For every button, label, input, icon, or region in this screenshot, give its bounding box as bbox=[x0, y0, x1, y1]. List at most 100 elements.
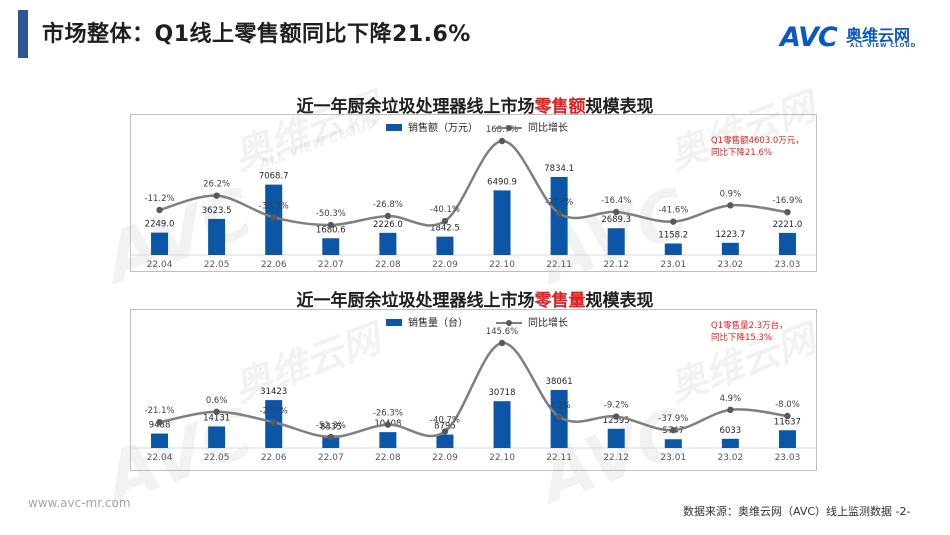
growth-point-22.08 bbox=[384, 212, 392, 220]
growth-point-22.06 bbox=[270, 214, 277, 221]
growth-point-22.11 bbox=[555, 210, 563, 217]
legend-bar-label: 销售额（万元） bbox=[408, 121, 478, 134]
growth-value-label: -41.6% bbox=[658, 206, 688, 216]
bar-22.07 bbox=[322, 435, 340, 448]
bar-22.12 bbox=[607, 428, 625, 448]
bar-value-label: 2249.0 bbox=[145, 220, 175, 230]
x-tick-label: 22.08 bbox=[375, 453, 401, 463]
summary-note-line: 同比下降21.6% bbox=[711, 147, 772, 158]
growth-value-label: 168.7% bbox=[486, 125, 518, 135]
bar-value-label: 7834.1 bbox=[544, 164, 574, 174]
growth-value-label: 145.6% bbox=[486, 327, 518, 337]
x-tick-label: 22.04 bbox=[147, 260, 173, 270]
bar-23.01 bbox=[664, 243, 682, 255]
growth-value-label: -52.3% bbox=[316, 421, 346, 431]
bar-23.02 bbox=[721, 242, 739, 255]
x-tick-label: 22.09 bbox=[432, 453, 458, 463]
x-tick-label: 22.07 bbox=[318, 453, 344, 463]
summary-note-line: Q1零售量2.3万台， bbox=[711, 320, 788, 331]
chart-1-title: 近一年厨余垃圾处理器线上市场零售额规模表现 bbox=[296, 97, 654, 117]
growth-point-22.05 bbox=[213, 192, 220, 199]
chart-2-plot: 948822.041413122.053142322.06833522.0710… bbox=[131, 316, 816, 463]
x-tick-label: 22.08 bbox=[375, 260, 401, 270]
legend-bar-swatch bbox=[386, 124, 402, 131]
bar-22.05 bbox=[208, 426, 226, 448]
growth-value-label: 4.9% bbox=[720, 394, 742, 404]
legend-line-label: 同比增长 bbox=[528, 121, 568, 134]
growth-point-22.04 bbox=[156, 418, 163, 426]
growth-value-label: -26.3% bbox=[373, 409, 403, 419]
growth-value-label: 0.9% bbox=[720, 189, 742, 199]
growth-value-label: -16.9% bbox=[772, 196, 802, 206]
website-url: www.avc-mr.com bbox=[28, 496, 131, 510]
growth-point-23.02 bbox=[727, 406, 734, 414]
growth-value-label: -37.9% bbox=[658, 414, 688, 424]
x-tick-label: 22.10 bbox=[489, 260, 515, 270]
x-tick-label: 22.05 bbox=[204, 260, 230, 270]
bar-value-label: 38061 bbox=[546, 377, 573, 387]
bar-value-label: 8795 bbox=[434, 422, 456, 432]
growth-point-22.07 bbox=[327, 433, 334, 441]
logo-english-name: ALL VIEW CLOUD bbox=[850, 43, 917, 49]
growth-point-22.07 bbox=[327, 221, 334, 229]
bar-value-label: 30718 bbox=[489, 388, 516, 398]
summary-note-line: 同比下降15.3% bbox=[711, 332, 772, 343]
chart-1-panel: 2249.0 22.04 3623.5 22.05 7068.7 22.06 1680.6 2… bbox=[130, 114, 817, 272]
x-tick-label: 23.03 bbox=[775, 260, 801, 270]
growth-point-22.08 bbox=[384, 421, 392, 428]
bar-value-label: 1158.2 bbox=[658, 230, 688, 240]
growth-line bbox=[159, 139, 788, 227]
bar-22.09 bbox=[436, 236, 454, 255]
growth-point-23.03 bbox=[784, 412, 791, 420]
bar-22.08 bbox=[379, 432, 397, 448]
bar-23.01 bbox=[664, 439, 682, 448]
growth-value-label: 0.6% bbox=[206, 396, 228, 406]
bar-value-label: 12595 bbox=[603, 416, 630, 426]
x-tick-label: 22.07 bbox=[318, 260, 344, 270]
legend-line-marker bbox=[506, 320, 512, 326]
growth-point-23.01 bbox=[670, 218, 677, 225]
growth-point-22.12 bbox=[613, 413, 620, 420]
bar-23.03 bbox=[778, 430, 796, 448]
bar-22.10 bbox=[493, 190, 511, 255]
bar-value-label: 2689.3 bbox=[601, 215, 631, 225]
bar-value-label: 1842.5 bbox=[430, 224, 460, 234]
chart-2-panel: 948822.041413122.053142322.06833522.0710… bbox=[130, 309, 817, 471]
data-source: 数据来源：奥维云网（AVC）线上监测数据 -2- bbox=[683, 505, 911, 518]
growth-point-22.04 bbox=[156, 206, 163, 214]
growth-value-label: 26.2% bbox=[203, 180, 230, 190]
bar-value-label: 7068.7 bbox=[259, 172, 289, 182]
growth-value-label: -8.0% bbox=[775, 400, 800, 410]
bar-22.12 bbox=[607, 228, 625, 255]
bar-22.09 bbox=[436, 434, 454, 448]
bar-value-label: 8335 bbox=[320, 422, 342, 432]
x-tick-label: 22.12 bbox=[603, 453, 629, 463]
x-tick-label: 22.05 bbox=[204, 453, 230, 463]
x-tick-label: 22.06 bbox=[261, 260, 287, 270]
bar-value-label: 6033 bbox=[720, 426, 742, 436]
x-tick-label: 23.03 bbox=[775, 453, 801, 463]
growth-point-22.10 bbox=[498, 137, 506, 145]
x-tick-label: 22.06 bbox=[261, 453, 287, 463]
growth-point-23.01 bbox=[670, 426, 677, 434]
growth-point-22.05 bbox=[213, 408, 220, 416]
bar-value-label: 9488 bbox=[149, 421, 171, 431]
growth-point-23.03 bbox=[784, 208, 791, 216]
bar-value-label: 2221.0 bbox=[773, 220, 803, 230]
header-accent-bar bbox=[18, 10, 28, 58]
x-tick-label: 23.01 bbox=[660, 260, 686, 270]
x-tick-label: 22.11 bbox=[546, 260, 572, 270]
bar-22.08 bbox=[379, 232, 397, 255]
page-title: 市场整体：Q1线上零售额同比下降21.6% bbox=[42, 22, 471, 47]
growth-point-22.11 bbox=[555, 413, 563, 420]
bar-22.10 bbox=[493, 401, 511, 448]
growth-value-label: -21.1% bbox=[145, 406, 175, 416]
avc-logo: AVC 奥维云网 ALL VIEW CLOUD bbox=[780, 22, 930, 53]
logo-mark: AVC bbox=[780, 22, 838, 53]
growth-value-label: -11.2% bbox=[145, 194, 175, 204]
bar-22.07 bbox=[322, 238, 340, 255]
x-tick-label: 22.12 bbox=[603, 260, 629, 270]
growth-value-label: -30.3% bbox=[259, 201, 289, 211]
growth-value-label: -40.7% bbox=[430, 415, 460, 425]
growth-value-label: -2?.?% bbox=[545, 197, 573, 207]
